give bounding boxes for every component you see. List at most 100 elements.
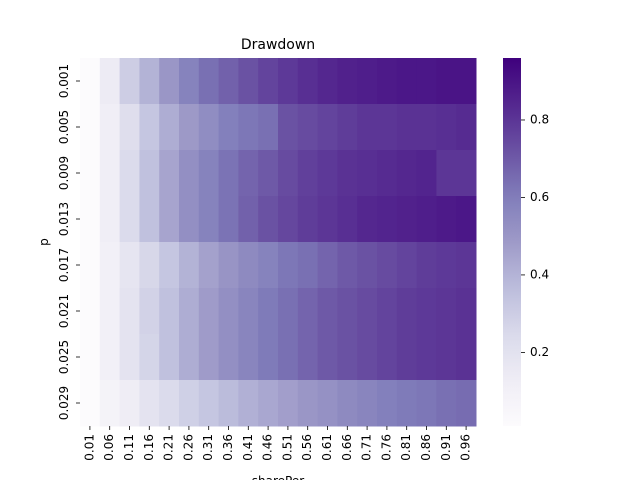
x-tick-label: 0.36: [221, 434, 235, 461]
heatmap-cell: [218, 104, 239, 151]
heatmap-cell: [436, 58, 457, 105]
heatmap-cell: [416, 58, 437, 105]
x-tick-label: 0.16: [142, 434, 156, 461]
heatmap-cell: [159, 104, 180, 151]
heatmap-cell: [119, 380, 140, 427]
heatmap-cell: [456, 104, 477, 151]
heatmap-cell: [179, 58, 200, 105]
colorbar-ticks: 0.2 0.4 0.6 0.8: [521, 112, 549, 359]
heatmap-cell: [317, 104, 338, 151]
heatmap-cell: [238, 104, 259, 151]
y-tick-label: 0.029: [57, 386, 71, 420]
heatmap-cell: [297, 380, 319, 427]
heatmap-cell: [119, 288, 140, 335]
heatmap-cell: [99, 58, 121, 105]
y-tick-label: 0.021: [57, 294, 71, 328]
heatmap-cell: [258, 150, 279, 197]
heatmap-cell: [179, 104, 200, 151]
heatmap-cell: [198, 242, 220, 289]
heatmap-cell: [297, 334, 319, 381]
heatmap-cell: [238, 288, 259, 335]
heatmap-cell: [456, 334, 477, 381]
heatmap-cell: [357, 196, 378, 243]
heatmap-cell: [119, 58, 140, 105]
y-axis-ticks: 0.001 0.005 0.009 0.013 0.017 0.021 0.025 0.029: [57, 64, 80, 420]
x-tick-label: 0.51: [280, 434, 294, 461]
heatmap-cell: [198, 150, 220, 197]
heatmap-cell: [119, 196, 140, 243]
heatmap-cell: [119, 150, 140, 197]
heatmap-cell: [139, 58, 160, 105]
heatmap-cell: [337, 58, 358, 105]
x-tick-label: 0.01: [82, 434, 96, 461]
heatmap-cell: [396, 380, 418, 427]
heatmap-cell: [198, 380, 220, 427]
heatmap-cell: [357, 150, 378, 197]
x-tick-label: 0.41: [241, 434, 255, 461]
heatmap-cell: [377, 150, 398, 197]
heatmap-cell: [119, 104, 140, 151]
heatmap-cell: [317, 288, 338, 335]
heatmap-cell: [80, 196, 101, 243]
heatmap-cell: [238, 334, 259, 381]
heatmap-cell: [258, 242, 279, 289]
heatmap-cell: [218, 196, 239, 243]
heatmap-cell: [238, 150, 259, 197]
heatmap-cell: [396, 58, 418, 105]
heatmap-cell: [80, 104, 101, 151]
x-axis-ticks: 0.01 0.06 0.11 0.16 0.21 0.26 0.31 0.36 0.41 0.46…: [82, 426, 473, 461]
chart-title: Drawdown: [241, 37, 315, 53]
heatmap-cell: [357, 58, 378, 105]
heatmap-cell: [258, 104, 279, 151]
heatmap-cell: [278, 196, 299, 243]
x-tick-label: 0.86: [419, 434, 433, 461]
heatmap-cell: [416, 196, 437, 243]
heatmap-cell: [278, 288, 299, 335]
heatmap-cell: [80, 150, 101, 197]
x-tick-label: 0.31: [201, 434, 215, 461]
heatmap-cell: [278, 104, 299, 151]
heatmap-cell: [317, 150, 338, 197]
heatmap-cell: [377, 380, 398, 427]
heatmap-cell: [258, 288, 279, 335]
x-tick-label: 0.81: [399, 434, 413, 461]
heatmap-cell: [159, 242, 180, 289]
heatmap-cell: [416, 242, 437, 289]
heatmap-cell: [436, 242, 457, 289]
heatmap-cell: [179, 242, 200, 289]
heatmap-cell: [139, 334, 160, 381]
heatmap-cell: [179, 334, 200, 381]
heatmap-cell: [396, 242, 418, 289]
heatmap-cell: [456, 150, 477, 197]
heatmap-cells: [80, 58, 477, 427]
heatmap-cell: [258, 58, 279, 105]
x-tick-label: 0.61: [320, 434, 334, 461]
heatmap-cell: [396, 104, 418, 151]
heatmap-cell: [357, 334, 378, 381]
heatmap-cell: [317, 242, 338, 289]
heatmap-cell: [99, 150, 121, 197]
heatmap-cell: [377, 196, 398, 243]
heatmap-cell: [99, 104, 121, 151]
heatmap-cell: [377, 58, 398, 105]
heatmap-cell: [238, 380, 259, 427]
heatmap-cell: [139, 288, 160, 335]
heatmap-cell: [317, 196, 338, 243]
heatmap-cell: [139, 104, 160, 151]
heatmap-cell: [456, 242, 477, 289]
heatmap-cell: [377, 334, 398, 381]
heatmap-cell: [119, 242, 140, 289]
heatmap-cell: [436, 196, 457, 243]
heatmap-cell: [198, 334, 220, 381]
heatmap-cell: [179, 150, 200, 197]
heatmap-cell: [99, 242, 121, 289]
y-axis-label: p: [37, 238, 51, 246]
heatmap-cell: [258, 196, 279, 243]
heatmap-cell: [218, 58, 239, 105]
heatmap-cell: [297, 150, 319, 197]
heatmap-cell: [139, 196, 160, 243]
heatmap-cell: [416, 380, 437, 427]
heatmap-cell: [278, 150, 299, 197]
heatmap-cell: [337, 196, 358, 243]
heatmap-cell: [337, 288, 358, 335]
